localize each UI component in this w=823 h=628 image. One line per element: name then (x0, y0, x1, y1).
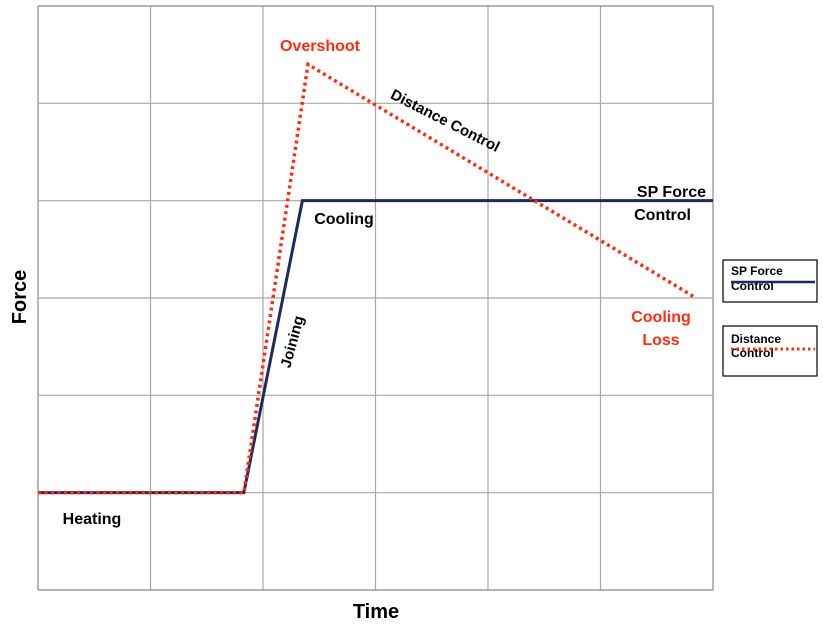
y-axis-label: Force (9, 270, 31, 324)
heating-annotation: Heating (63, 511, 122, 528)
series-layer (38, 61, 713, 495)
sp-force-annotation-line1: SP Force (637, 184, 706, 201)
legend-label-sp-force-line1: SP Force (731, 264, 783, 278)
legend: SP Force Control Distance Control (722, 259, 818, 377)
joining-annotation: Joining (278, 314, 308, 370)
cooling-loss-annotation-line2: Loss (642, 332, 679, 349)
cooling-loss-annotation-line1: Cooling (631, 309, 691, 326)
overshoot-annotation: Overshoot (280, 38, 361, 55)
cooling-annotation: Cooling (314, 211, 374, 228)
series-line-distance-control (38, 61, 698, 495)
grid (37, 5, 714, 591)
legend-item-sp-force: SP Force Control (722, 259, 818, 303)
sp-force-annotation-line2: Control (634, 207, 691, 224)
legend-item-distance-control: Distance Control (722, 325, 818, 377)
x-axis-label: Time (353, 601, 399, 623)
legend-label-distance-control-line1: Distance (731, 332, 781, 346)
distance-control-annotation: Distance Control (388, 86, 503, 156)
series-line-sp-force-control (38, 199, 713, 495)
legend-box-distance-control (722, 325, 818, 377)
legend-label-distance-control-line2: Control (731, 346, 774, 360)
